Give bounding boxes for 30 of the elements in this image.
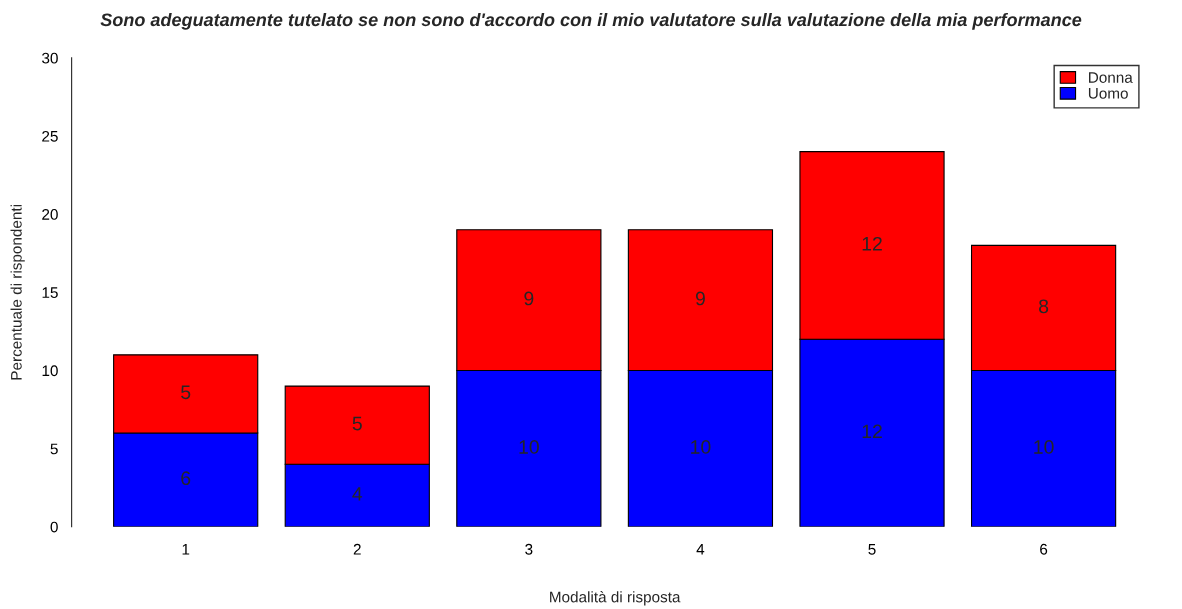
x-tick-label: 2 — [353, 543, 361, 555]
data-label: 8 — [1039, 299, 1049, 314]
y-axis-title: Percentuale di rispondenti — [10, 205, 25, 380]
y-tick-label: 0 — [50, 521, 58, 533]
data-label: 10 — [691, 440, 711, 454]
data-label: 12 — [862, 236, 882, 251]
x-tick-label: 5 — [868, 544, 876, 555]
y-tick-label: 10 — [42, 365, 58, 377]
legend-label: Uomo — [1088, 88, 1128, 99]
data-label: 10 — [1034, 440, 1054, 454]
x-tick-label: 3 — [525, 543, 533, 555]
x-tick-label: 1 — [182, 544, 190, 555]
data-label: 5 — [352, 416, 362, 431]
data-label: 12 — [862, 424, 882, 439]
data-label: 9 — [695, 291, 705, 306]
x-axis-title: Modalità di risposta — [550, 591, 681, 606]
data-label: 4 — [352, 487, 363, 501]
x-tick-label: 6 — [1040, 543, 1048, 555]
data-label: 10 — [519, 440, 539, 454]
data-label: 5 — [181, 385, 191, 400]
x-tick-label: 4 — [696, 544, 705, 555]
data-label: 6 — [181, 471, 191, 486]
y-tick-label: 20 — [42, 209, 58, 220]
y-tick-label: 25 — [42, 130, 58, 142]
y-tick-label: 15 — [42, 287, 58, 299]
y-tick-label: 5 — [50, 443, 58, 455]
chart-title: Sono adeguatamente tutelato se non sono d'accordo con il mio valutatore sulla valutazione della mia performance — [100, 12, 1082, 30]
data-label: 9 — [524, 291, 534, 306]
legend-label: Donna — [1089, 72, 1133, 83]
y-tick-label: 30 — [42, 52, 58, 64]
